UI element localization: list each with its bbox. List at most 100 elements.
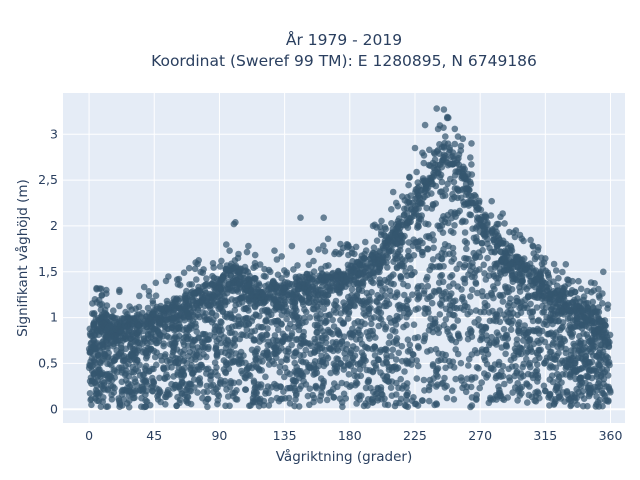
data-point: [400, 382, 408, 390]
data-point: [325, 389, 333, 397]
data-point: [405, 247, 412, 255]
x-tick-label: 45: [146, 428, 162, 443]
data-point: [551, 307, 558, 315]
data-point: [399, 234, 407, 241]
data-point: [512, 256, 520, 263]
data-point: [531, 255, 539, 263]
data-point: [403, 391, 410, 399]
data-point: [423, 204, 431, 212]
data-point: [501, 380, 508, 388]
data-point: [299, 358, 307, 366]
data-point: [600, 380, 607, 388]
data-point: [163, 297, 171, 305]
data-point: [291, 310, 299, 318]
data-point: [304, 392, 312, 400]
data-point: [339, 244, 347, 252]
data-point: [258, 324, 265, 331]
data-point: [581, 357, 589, 365]
x-tick-labels: 0 45 90 135 180 225 270 315 360: [85, 428, 622, 443]
data-point: [453, 305, 461, 312]
data-point: [95, 351, 102, 359]
data-point: [306, 314, 314, 321]
data-point: [564, 391, 571, 399]
data-point: [143, 377, 150, 384]
data-point: [180, 269, 188, 277]
data-point: [309, 273, 317, 280]
data-point: [452, 375, 460, 383]
data-point: [550, 339, 557, 347]
data-point: [393, 264, 401, 272]
data-point: [373, 237, 381, 244]
data-point: [321, 247, 329, 255]
data-point: [333, 363, 341, 371]
data-point: [305, 289, 313, 297]
data-point: [451, 193, 458, 201]
data-point: [504, 252, 512, 260]
data-point: [173, 402, 180, 410]
data-point: [424, 348, 431, 355]
data-point: [604, 372, 612, 379]
data-point: [222, 402, 229, 410]
data-point: [259, 358, 266, 365]
data-point: [142, 354, 150, 362]
data-point: [457, 147, 465, 154]
data-point: [438, 380, 446, 388]
data-point: [414, 343, 422, 350]
data-point: [469, 199, 477, 207]
data-point: [271, 332, 279, 339]
data-point: [377, 346, 385, 354]
data-point: [525, 272, 533, 280]
data-point: [362, 238, 369, 246]
data-point: [604, 301, 612, 309]
data-point: [429, 256, 437, 263]
data-point: [389, 188, 397, 196]
data-point: [272, 303, 280, 310]
data-point: [200, 388, 208, 396]
data-point: [452, 213, 459, 220]
data-point: [253, 389, 261, 397]
data-point: [566, 373, 574, 381]
data-point: [405, 296, 412, 303]
data-point: [503, 331, 511, 339]
data-point: [585, 324, 593, 331]
data-point: [552, 267, 560, 274]
data-point: [513, 276, 520, 283]
data-point: [322, 334, 330, 342]
data-point: [126, 343, 134, 350]
data-point: [533, 367, 541, 374]
data-point: [481, 217, 488, 225]
data-point: [405, 239, 413, 246]
data-point: [302, 346, 310, 354]
data-point: [365, 305, 373, 313]
data-point: [324, 235, 332, 243]
data-point: [446, 311, 453, 318]
data-point: [104, 403, 112, 410]
data-point: [480, 261, 488, 269]
data-point: [356, 366, 364, 373]
data-point: [296, 314, 303, 322]
data-point: [90, 370, 98, 377]
data-point: [468, 402, 476, 409]
data-point: [212, 312, 220, 319]
data-point: [552, 386, 559, 394]
data-point: [433, 148, 441, 155]
data-point: [451, 222, 458, 229]
data-point: [461, 229, 469, 236]
data-point: [340, 320, 347, 327]
data-point: [518, 277, 525, 285]
data-point: [347, 269, 355, 277]
data-point: [586, 390, 593, 398]
data-point: [559, 319, 567, 326]
data-point: [395, 215, 403, 222]
data-point: [450, 178, 458, 186]
data-point: [231, 335, 238, 343]
data-point: [468, 374, 476, 381]
data-point: [442, 251, 449, 258]
y-axis-title: Signifikant våghöjd (m): [14, 179, 31, 337]
data-point: [555, 376, 562, 383]
data-point: [362, 384, 370, 392]
data-point: [464, 200, 472, 207]
data-point: [241, 267, 248, 275]
data-point: [303, 270, 311, 278]
data-point: [527, 236, 534, 244]
